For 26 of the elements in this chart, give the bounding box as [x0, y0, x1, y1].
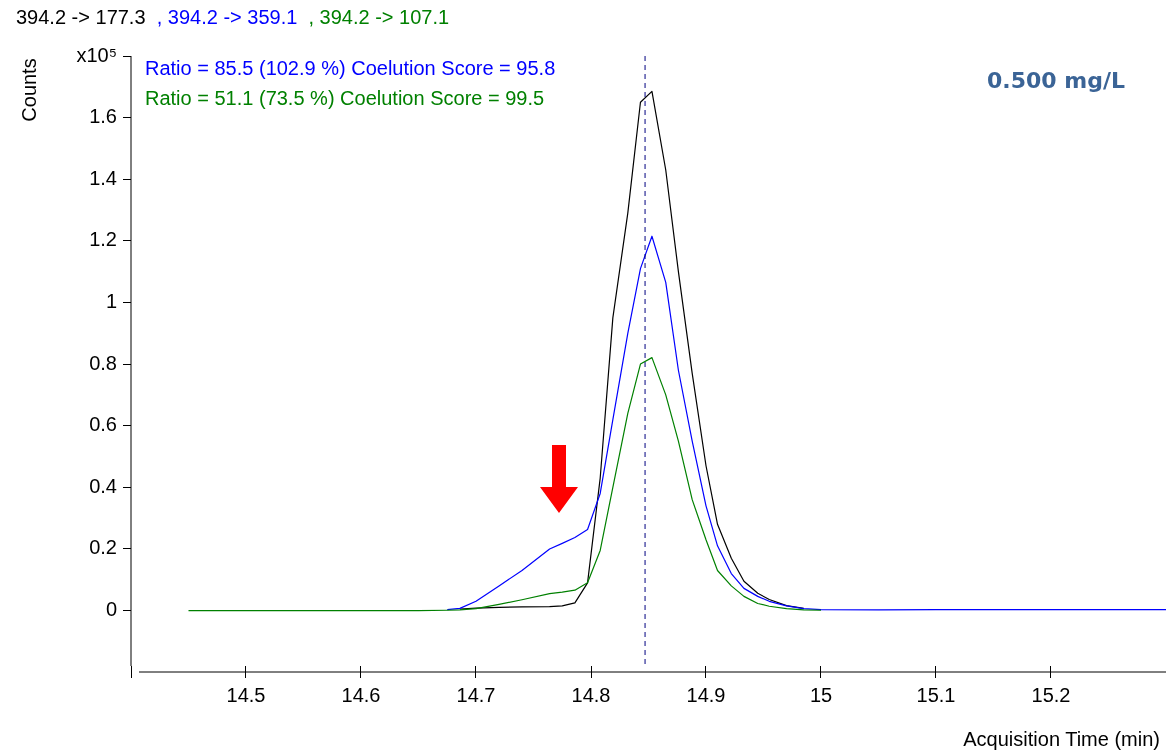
y-tick-label: 0.2 [89, 536, 117, 559]
y-tick-label: 1.6 [89, 105, 117, 128]
y-tick-label: 0.6 [89, 413, 117, 436]
x-tick-label: 14.9 [686, 683, 726, 706]
x-tick-label: 15.1 [916, 683, 956, 706]
x-tick-label: 14.6 [341, 683, 381, 706]
y-axis-title: Counts [17, 58, 40, 122]
annotation: 0.500 mg/L [987, 67, 1125, 93]
y-tick-label: 0 [105, 598, 117, 621]
y-tick-label: 0.8 [89, 351, 117, 374]
x-tick-label: 14.8 [571, 683, 611, 706]
y-tick-label: 0.4 [89, 474, 117, 497]
text: 394.2 -> 177.3 [16, 6, 146, 28]
x-tick-label: 15.2 [1031, 683, 1071, 706]
y-tick-label: 1.2 [89, 228, 117, 251]
y-tick-label: 1.4 [89, 166, 117, 189]
annotation: Ratio = 51.1 (73.5 %) Coelution Score = 99.5 [145, 86, 545, 109]
y-tick-label: 1 [105, 289, 117, 312]
x-tick-label: 14.5 [226, 683, 266, 706]
x-tick-label: 15 [809, 683, 833, 706]
x-axis-title: Acquisition Time (min) [963, 727, 1160, 750]
y-tick-label: x10⁵ [76, 43, 117, 66]
text: , 394.2 -> 107.1 [307, 6, 450, 28]
x-tick-label: 14.7 [456, 683, 496, 706]
text: , 394.2 -> 359.1 [155, 6, 298, 28]
annotation: Ratio = 85.5 (102.9 %) Coelution Score = 95.8 [145, 56, 556, 79]
